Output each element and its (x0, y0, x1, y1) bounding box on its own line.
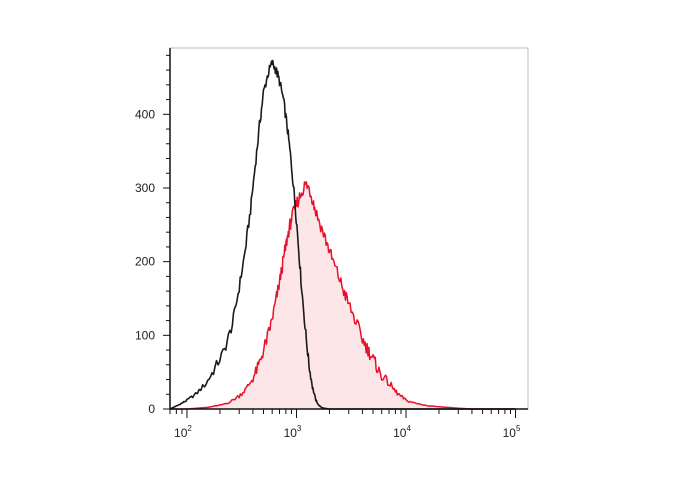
y-tick-label: 0 (148, 402, 155, 416)
series-1-line (169, 59, 516, 410)
x-tick-label: 105 (503, 424, 521, 440)
y-tick-label: 100 (135, 328, 155, 342)
y-ticks: 0 100 200 300 400 (135, 54, 170, 416)
series-2-area (170, 182, 516, 409)
series-layer (169, 59, 516, 410)
y-tick-label: 200 (135, 255, 155, 269)
x-tick-label: 102 (174, 424, 192, 440)
y-tick-label: 400 (135, 107, 155, 121)
x-ticks: 102 103 104 105 (169, 409, 521, 440)
series-2-line (170, 181, 516, 410)
x-tick-label: 104 (393, 424, 411, 440)
x-tick-label: 103 (284, 424, 302, 440)
y-tick-label: 300 (135, 181, 155, 195)
